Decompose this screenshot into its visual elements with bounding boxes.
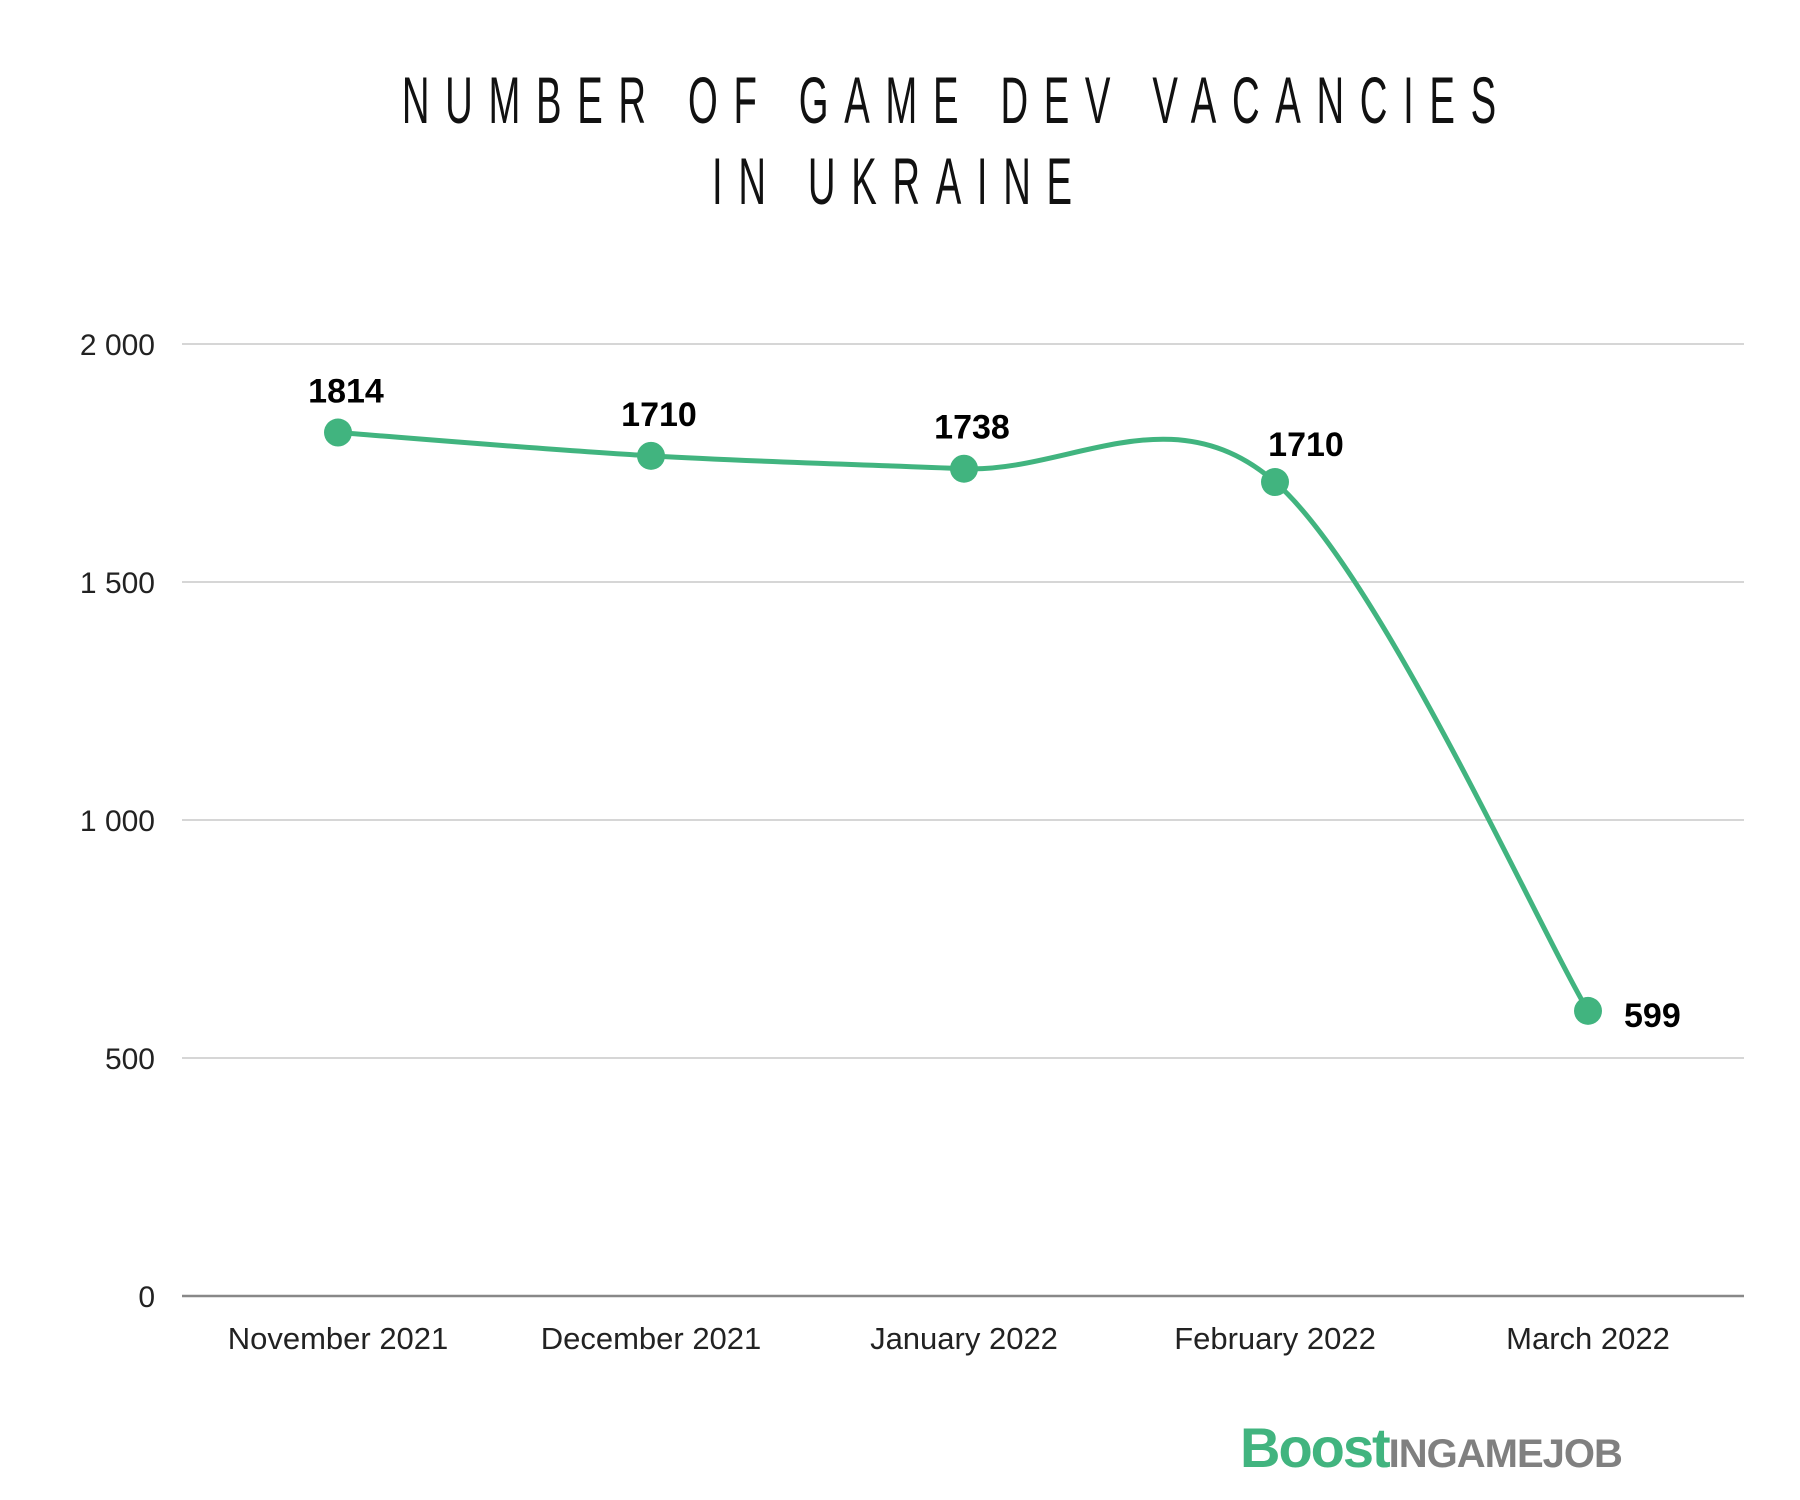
x-tick-label: February 2022 [1174, 1321, 1376, 1356]
chart-title-line-1: NUMBER OF GAME DEV VACANCIES [0, 62, 1800, 138]
data-point [950, 454, 978, 483]
data-point [1261, 468, 1289, 497]
data-point [324, 418, 352, 447]
logo-ingamejob: INGAMEJOB [1388, 1432, 1623, 1476]
chart-title-line-2: IN UKRAINE [0, 143, 1800, 219]
x-tick-label: March 2022 [1506, 1321, 1670, 1356]
data-label: 1738 [934, 409, 1010, 447]
x-tick-label: December 2021 [541, 1321, 762, 1356]
y-tick-label: 500 [105, 1043, 155, 1076]
data-point [637, 441, 665, 470]
x-tick-label: November 2021 [228, 1321, 449, 1356]
x-tick-label: January 2022 [870, 1321, 1058, 1356]
title-text-2: IN UKRAINE [712, 144, 1088, 218]
data-point [1574, 996, 1602, 1025]
y-tick-label: 2 000 [80, 329, 155, 362]
data-label: 1710 [1268, 426, 1344, 464]
data-label: 1814 [308, 373, 384, 411]
y-tick-label: 1 000 [80, 805, 155, 838]
y-tick-label: 1 500 [80, 567, 155, 600]
y-tick-label: 0 [138, 1281, 155, 1314]
boost-ingamejob-logo: BoostINGAMEJOB [1240, 1415, 1623, 1480]
data-label: 1710 [621, 396, 697, 434]
data-label: 599 [1624, 997, 1681, 1035]
logo-boost: Boost [1240, 1416, 1391, 1479]
series-line [335, 430, 1591, 1014]
title-text-1: NUMBER OF GAME DEV VACANCIES [401, 63, 1512, 137]
